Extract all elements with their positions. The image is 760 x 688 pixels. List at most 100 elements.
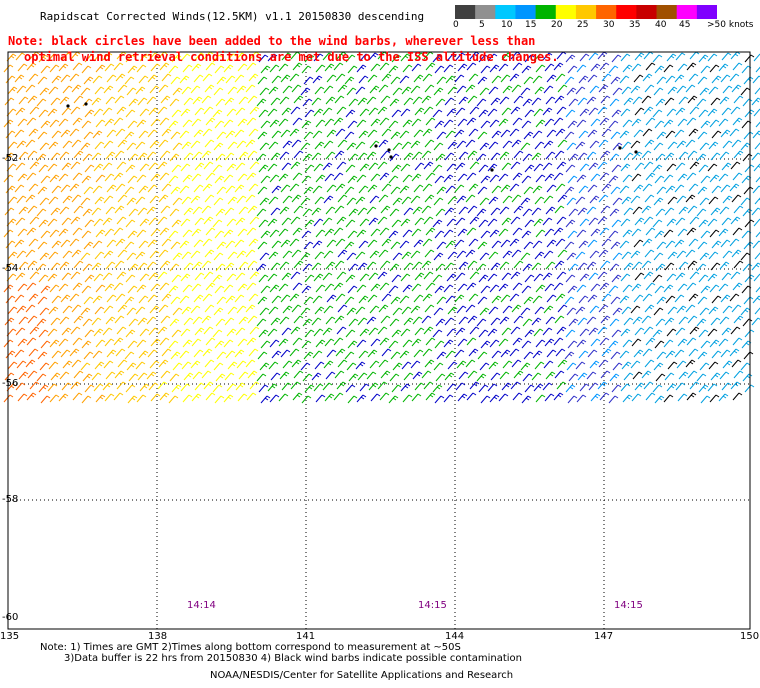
- wind-barb: [423, 216, 434, 225]
- wind-barb: [730, 271, 741, 280]
- wind-barb: [117, 139, 128, 148]
- wind-barb: [588, 52, 599, 61]
- wind-barb: [699, 252, 710, 261]
- wind-barb: [16, 140, 27, 149]
- wind-barb: [25, 359, 36, 368]
- wind-barb: [567, 175, 578, 184]
- wind-barb: [94, 196, 105, 205]
- wind-barb: [621, 141, 632, 150]
- wind-barb: [359, 53, 370, 62]
- wind-barb: [543, 85, 554, 94]
- wind-barb: [169, 153, 180, 162]
- wind-barb: [388, 340, 399, 349]
- wind-barb: [500, 239, 511, 248]
- wind-barb: [94, 306, 105, 315]
- wind-barb: [423, 271, 434, 280]
- wind-barb: [94, 251, 105, 260]
- wind-barb: [688, 348, 699, 357]
- wind-barb: [634, 107, 645, 116]
- wind-barb: [106, 349, 117, 358]
- wind-barb: [115, 293, 126, 302]
- wind-barb: [392, 197, 403, 206]
- wind-barb: [523, 296, 534, 305]
- wind-barb: [663, 119, 674, 128]
- wind-barb: [355, 251, 366, 260]
- map-title: Rapidscat Corrected Winds(12.5KM) v1.1 2…: [40, 10, 425, 23]
- wind-barb: [674, 349, 685, 358]
- wind-barb: [698, 219, 709, 228]
- wind-barb: [59, 261, 70, 270]
- wind-barb: [457, 228, 468, 237]
- wind-barb: [150, 338, 161, 347]
- wind-barb: [667, 86, 678, 95]
- wind-barb: [729, 348, 740, 357]
- wind-barb: [535, 174, 546, 183]
- wind-barb: [50, 317, 61, 326]
- wind-barb: [590, 228, 601, 237]
- wind-barb: [51, 350, 62, 359]
- lat-tick-58: -58: [2, 494, 19, 505]
- wind-barb: [710, 152, 721, 161]
- wind-barb: [567, 120, 578, 129]
- wind-barb: [411, 338, 422, 347]
- wind-barb: [224, 97, 235, 106]
- wind-barb: [16, 360, 27, 369]
- wind-barb: [402, 284, 413, 293]
- wind-barb: [213, 252, 224, 261]
- wind-barb: [509, 348, 520, 357]
- wind-barb: [345, 384, 356, 393]
- contamination-circle: [387, 148, 391, 152]
- wind-barb: [586, 371, 597, 380]
- wind-barb: [732, 117, 743, 126]
- wind-barb: [556, 271, 567, 280]
- wind-barb: [223, 339, 234, 348]
- wind-barb: [554, 95, 565, 104]
- wind-barb: [204, 139, 215, 148]
- wind-barb: [70, 161, 81, 170]
- wind-barb: [38, 164, 49, 173]
- wind-barb: [292, 337, 303, 346]
- wind-barb: [465, 139, 476, 148]
- wind-barb: [488, 306, 499, 315]
- wind-barb: [721, 52, 732, 61]
- wind-barb: [237, 173, 248, 182]
- wind-barb: [58, 338, 69, 347]
- wind-barb: [685, 359, 696, 368]
- wind-barb: [521, 395, 532, 404]
- wind-barb: [205, 337, 216, 346]
- wind-barb: [511, 304, 522, 313]
- wind-barb: [521, 340, 532, 349]
- wind-barb: [699, 307, 710, 316]
- wind-barb: [302, 263, 313, 272]
- wind-barb: [300, 252, 311, 261]
- wind-barb: [718, 393, 729, 402]
- wind-barb: [124, 131, 135, 140]
- wind-barb: [227, 361, 238, 370]
- wind-barb: [138, 185, 149, 194]
- wind-barb: [51, 240, 62, 249]
- wind-barb: [685, 84, 696, 93]
- wind-barb: [170, 76, 181, 85]
- wind-barb: [609, 153, 620, 162]
- wind-barb: [742, 373, 753, 382]
- wind-barb: [91, 262, 102, 271]
- wind-barb: [103, 195, 114, 204]
- wind-barb: [47, 273, 58, 282]
- wind-barb: [674, 129, 685, 138]
- wind-barb: [201, 260, 212, 269]
- wind-barb: [246, 62, 257, 71]
- wind-barb: [258, 109, 269, 118]
- wind-barb: [94, 86, 105, 95]
- wind-barb: [303, 131, 314, 140]
- wind-barb: [743, 186, 754, 195]
- wind-barb: [126, 87, 137, 96]
- wind-barb: [522, 98, 533, 107]
- legend-label-45: 45: [679, 20, 691, 30]
- wind-barb: [743, 351, 754, 360]
- wind-barb: [95, 394, 106, 403]
- wind-barb: [358, 75, 369, 84]
- wind-barb: [38, 54, 49, 63]
- wind-barb: [279, 316, 290, 325]
- wind-barb: [500, 294, 511, 303]
- wind-barb: [258, 384, 269, 393]
